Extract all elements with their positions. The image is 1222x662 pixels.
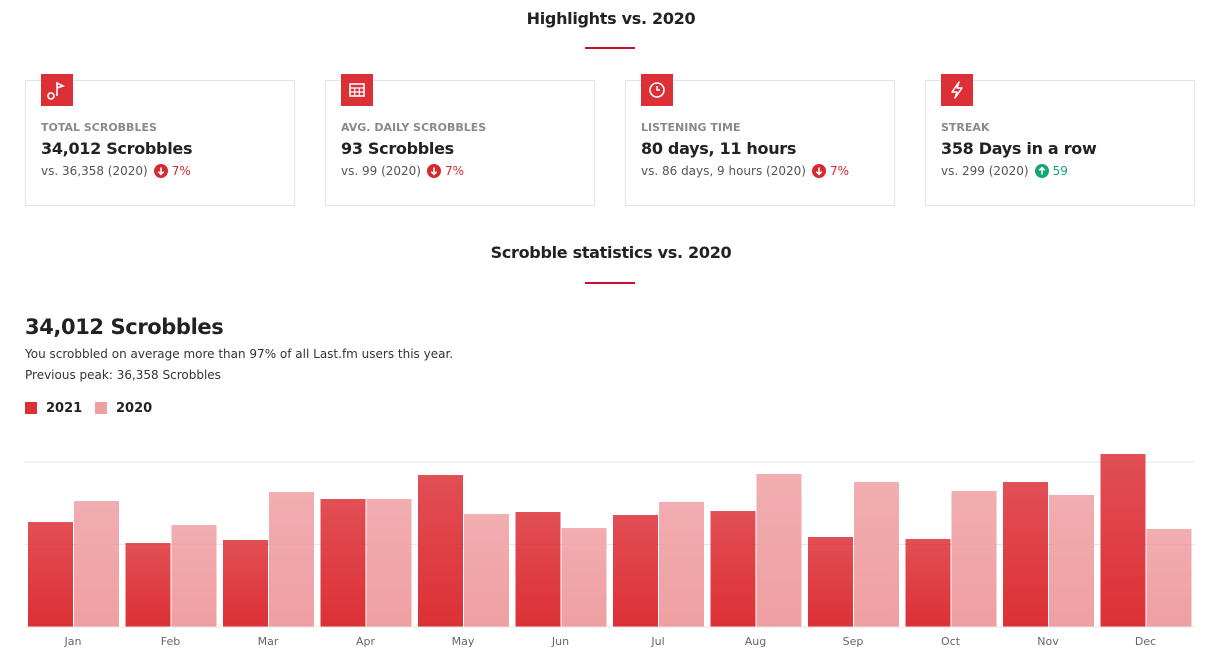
bar [854,482,899,627]
comparison-text: vs. 299 (2020) [941,164,1029,178]
bar [1146,529,1192,627]
bar [320,499,366,627]
highlight-card: TOTAL SCROBBLES 34,012 Scrobbles vs. 36,35… [25,74,295,206]
bar [1003,482,1048,627]
total: 34,012 Scrobbles [25,315,224,339]
x-tick-label: Oct [941,635,961,648]
x-tick-label: Jun [551,635,569,648]
bar [125,543,171,627]
x-tick-label: Sep [843,635,864,648]
legend-swatch [25,402,37,414]
highlight-card: LISTENING TIME 80 days, 11 hours vs. 86 da… [625,74,895,206]
card-value: 358 Days in a row [941,139,1097,158]
card-value: 80 days, 11 hours [641,139,797,158]
card-comparison: vs. 99 (2020) 7% [341,164,464,178]
change-arrow [815,167,823,176]
peak: Previous peak: 36,358 Scrobbles [25,368,221,382]
change-arrow [157,167,164,176]
card-comparison: vs. 36,358 (2020) 7% [41,164,191,178]
legend-swatch [95,402,107,414]
change-icon [153,164,168,178]
bar [561,528,607,627]
bar [1100,454,1146,627]
bar [223,540,268,627]
bar [613,515,658,627]
x-tick-label: Mar [258,635,279,648]
bar [269,492,314,627]
chart: 2021 2020 Jan Feb Mar Apr May Jun Jul Aug Sep Oct No… [25,401,1195,648]
change: 7% [811,164,849,178]
description: You scrobbled on average more than 97% o… [25,347,454,361]
change-arrow [1038,166,1045,175]
card-icon [641,74,673,106]
highlight-card: STREAK 358 Days in a row vs. 299 (2020) 59 [925,74,1195,206]
title-underline [585,47,635,49]
icon-glyph [951,81,963,99]
bar [74,501,119,627]
card-icon [941,74,973,106]
change: 59 [1034,164,1068,178]
card-label: STREAK [941,121,990,134]
comparison-text: vs. 99 (2020) [341,164,421,178]
title-underline [585,282,635,284]
bar [808,537,853,627]
bar [28,522,73,627]
card-icon [341,74,373,106]
change-icon [811,164,826,178]
card-value: 34,012 Scrobbles [41,139,193,158]
bar [905,539,951,627]
card-label: LISTENING TIME [641,121,741,134]
bar [659,502,704,627]
bar [515,512,561,627]
change: 7% [426,164,465,178]
legend-label: 2021 [46,401,82,416]
change-text: 7% [829,164,849,178]
highlight-card: AVG. DAILY SCROBBLES 93 Scrobbles vs. 99 (… [325,74,595,206]
change-icon [426,164,441,178]
icon-glyph [649,82,665,98]
bar [951,491,997,627]
x-tick-label: Dec [1135,635,1156,648]
icon-glyph [47,81,66,100]
change-text: 59 [1052,164,1068,178]
bar [1049,495,1094,627]
legend-label: 2020 [116,401,152,416]
x-tick-label: Apr [356,635,376,648]
card-icon [41,74,73,106]
x-tick-label: Jul [650,635,664,648]
x-tick-label: Aug [745,635,766,648]
change-text: 7% [171,164,191,178]
card-label: TOTAL SCROBBLES [41,121,157,134]
bar [756,474,802,627]
bar [710,511,756,627]
x-tick-label: May [452,635,475,648]
bar [366,499,412,627]
section-title: Scrobble statistics vs. 2020 [490,243,732,262]
comparison-text: vs. 36,358 (2020) [41,164,148,178]
x-tick-label: Feb [161,635,180,648]
card-comparison: vs. 299 (2020) 59 [941,164,1068,178]
change-arrow [430,167,438,176]
change: 7% [153,164,191,178]
change-icon [1034,164,1049,178]
icon-glyph [349,83,365,97]
bar [171,525,217,627]
section-title: Highlights vs. 2020 [526,9,696,28]
bar [418,475,463,627]
card-value: 93 Scrobbles [341,139,454,158]
x-tick-label: Nov [1037,635,1059,648]
card-label: AVG. DAILY SCROBBLES [341,121,487,134]
change-text: 7% [444,164,465,178]
x-tick-label: Jan [64,635,82,648]
card-comparison: vs. 86 days, 9 hours (2020) 7% [641,164,849,178]
bar [464,514,509,627]
comparison-text: vs. 86 days, 9 hours (2020) [641,164,806,178]
